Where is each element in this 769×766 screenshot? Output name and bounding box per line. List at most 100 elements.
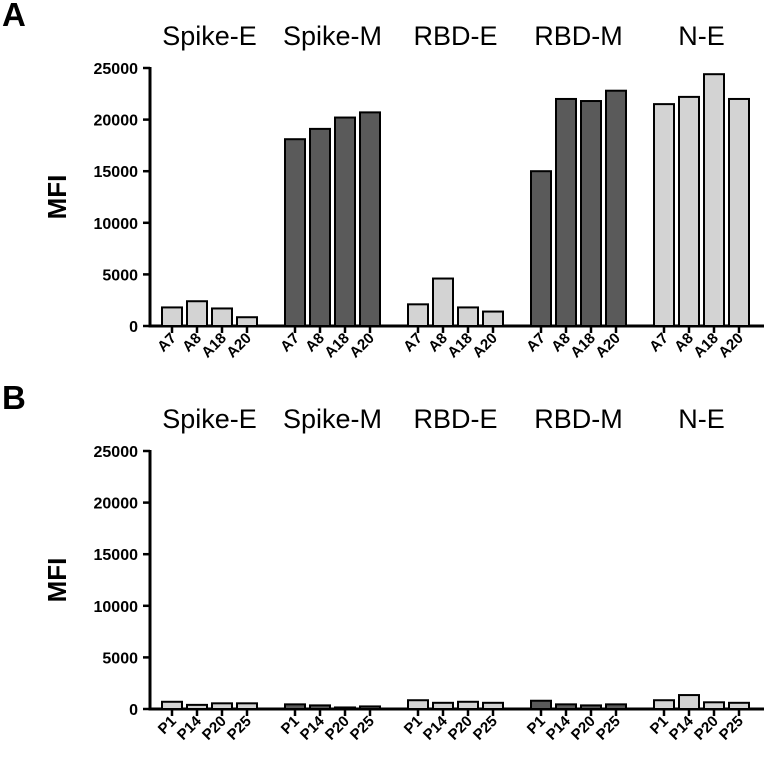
- bar-spike-m-a7: [284, 138, 306, 327]
- y-tick-label: 20000: [94, 496, 139, 513]
- x-tick-label: P14: [420, 712, 451, 743]
- y-tick-label: 15000: [94, 547, 139, 564]
- bar-rbd-e-p20: [457, 700, 479, 711]
- x-tick-label: P14: [666, 712, 697, 743]
- x-tick-label: A18: [444, 330, 475, 361]
- x-tick-label: P20: [445, 713, 476, 744]
- group-title-n-e: N-E: [678, 404, 725, 434]
- y-axis-title: MFI: [42, 175, 72, 220]
- x-tick-label: A7: [400, 330, 426, 356]
- x-tick-label: A18: [567, 330, 598, 361]
- panel-label-b: B: [2, 379, 26, 416]
- x-tick-label: P20: [322, 713, 353, 744]
- bar-rbd-e-p25: [482, 701, 504, 711]
- bar-n-e-a7: [653, 103, 675, 328]
- bar-rbd-e-a8: [432, 277, 454, 328]
- group-title-rbd-e: RBD-E: [413, 404, 497, 434]
- panel-label-a: A: [2, 0, 26, 33]
- bar-spike-m-a8: [309, 127, 331, 327]
- bar-rbd-e-a18: [457, 306, 479, 328]
- y-tick-label: 5000: [102, 267, 138, 284]
- y-tick-label: 0: [129, 702, 138, 719]
- y-axis-title: MFI: [42, 558, 72, 603]
- bar-spike-m-a18: [334, 116, 356, 328]
- bar-rbd-e-a7: [407, 303, 429, 328]
- bar-spike-e-p14: [186, 703, 208, 711]
- bar-rbd-e-p1: [407, 699, 429, 710]
- group-title-rbd-m: RBD-M: [534, 404, 623, 434]
- x-tick-label: P14: [174, 712, 205, 743]
- x-tick-label: P14: [543, 712, 574, 743]
- bar-n-e-a18: [703, 73, 725, 327]
- bar-rbd-m-p20: [580, 704, 602, 711]
- bar-spike-m-p1: [284, 703, 306, 710]
- x-tick-label: P25: [470, 713, 501, 744]
- group-title-n-e: N-E: [678, 21, 725, 51]
- chart-panel-a: A 0 5000 10000 15000 20000 25000 MFI Spike-E A7 A…: [2, 0, 764, 361]
- bar-rbd-m-a20: [605, 89, 627, 328]
- bar-chart-b: 0500010000150002000025000MFISpike-EP1P14…: [42, 404, 764, 744]
- bar-spike-e-a18: [211, 307, 233, 327]
- group-title-spike-e: Spike-E: [162, 404, 257, 434]
- x-tick-label: A18: [321, 330, 352, 361]
- bar-spike-e-a7: [161, 306, 183, 328]
- x-tick-label: A7: [154, 330, 180, 356]
- bar-spike-m-p25: [359, 705, 381, 711]
- bar-n-e-a8: [678, 95, 700, 327]
- bar-rbd-m-p25: [605, 703, 627, 710]
- x-tick-label: A7: [277, 330, 303, 356]
- x-tick-label: A20: [469, 330, 500, 361]
- y-tick-label: 25000: [94, 61, 139, 78]
- y-tick-label: 10000: [94, 599, 139, 616]
- x-tick-label: A7: [523, 330, 549, 356]
- bar-rbd-m-a8: [555, 97, 577, 327]
- x-tick-label: A18: [198, 330, 229, 361]
- chart-panel-b: B 0 5000 10000 15000 20000 25000 MFI Spike-E P1 P…: [0, 379, 769, 766]
- y-tick-label: 15000: [94, 164, 139, 181]
- bar-n-e-p20: [703, 701, 725, 710]
- y-tick-label: 20000: [94, 113, 139, 130]
- x-tick-label: P14: [297, 712, 328, 743]
- x-tick-label: P25: [224, 713, 255, 744]
- x-tick-label: P25: [593, 713, 624, 744]
- group-title-spike-m: Spike-M: [283, 21, 382, 51]
- bar-spike-e-a8: [186, 300, 208, 327]
- bar-spike-e-a20: [236, 316, 258, 327]
- bar-spike-e-p25: [236, 702, 258, 711]
- group-title-spike-e: Spike-E: [162, 21, 257, 51]
- bar-rbd-m-a18: [580, 100, 602, 327]
- bar-rbd-m-p14: [555, 703, 577, 710]
- bar-spike-m-p20: [334, 706, 356, 710]
- bar-n-e-p14: [678, 694, 700, 710]
- group-title-rbd-e: RBD-E: [413, 21, 497, 51]
- bar-spike-m-p14: [309, 704, 331, 711]
- bar-rbd-e-a20: [482, 310, 504, 328]
- bar-rbd-m-a7: [530, 170, 552, 327]
- bar-spike-m-a20: [359, 111, 381, 327]
- group-title-rbd-m: RBD-M: [534, 21, 623, 51]
- y-tick-label: 10000: [94, 216, 139, 233]
- x-tick-label: A18: [690, 330, 721, 361]
- x-tick-label: A20: [715, 330, 746, 361]
- x-tick-label: P25: [347, 713, 378, 744]
- bar-rbd-e-p14: [432, 701, 454, 711]
- x-tick-label: A20: [346, 330, 377, 361]
- x-tick-label: P20: [691, 713, 722, 744]
- bar-spike-e-p1: [161, 700, 183, 711]
- y-tick-label: 25000: [94, 444, 139, 461]
- x-tick-label: P20: [568, 713, 599, 744]
- x-tick-label: A20: [592, 330, 623, 361]
- bar-n-e-p25: [728, 701, 750, 711]
- bar-rbd-m-p1: [530, 699, 552, 710]
- y-tick-label: 5000: [102, 650, 138, 667]
- x-tick-label: A7: [646, 330, 672, 356]
- bar-spike-e-p20: [211, 702, 233, 711]
- bar-n-e-a20: [728, 97, 750, 327]
- y-tick-label: 0: [129, 319, 138, 336]
- x-tick-label: P20: [199, 713, 230, 744]
- group-title-spike-m: Spike-M: [283, 404, 382, 434]
- x-tick-label: P25: [716, 713, 747, 744]
- bar-n-e-p1: [653, 699, 675, 710]
- x-tick-label: A20: [223, 330, 254, 361]
